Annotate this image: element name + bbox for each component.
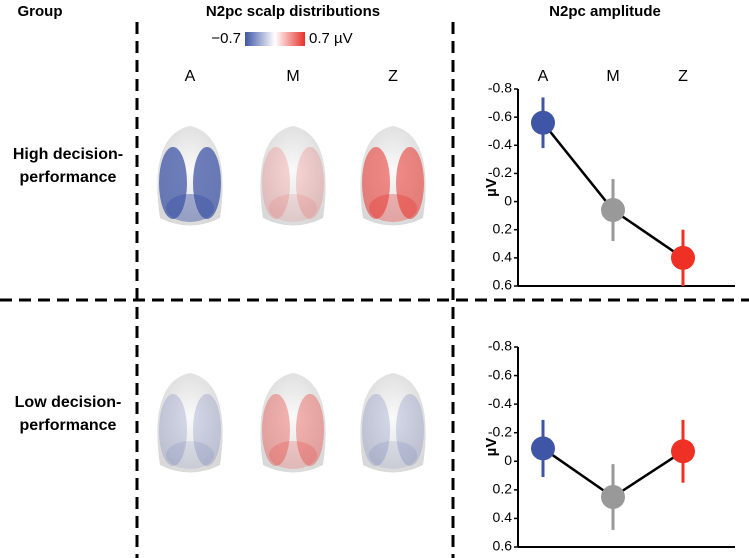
y-tick-label: -0.6 [488, 108, 512, 124]
y-tick-label: -0.8 [488, 338, 512, 354]
y-axis-label: µV [483, 178, 500, 197]
y-tick-label: -0.6 [488, 366, 512, 382]
scalp-tint [262, 394, 290, 466]
data-point [601, 485, 625, 509]
group-label: Low decision- [15, 394, 122, 411]
scalp-tint [362, 394, 390, 466]
y-tick-label: -0.2 [488, 164, 512, 180]
scalp-tint [193, 394, 221, 466]
scalp-tint [396, 394, 424, 466]
scalp-tint [166, 194, 214, 222]
scalp-tint [269, 194, 317, 222]
scalp-header: N2pc scalp distributions [206, 3, 380, 20]
scalp-tint [369, 194, 417, 222]
y-tick-label: 0.4 [493, 249, 513, 265]
scalp-label: A [185, 68, 196, 85]
y-tick-label: 0.6 [493, 538, 513, 554]
scalp-tint [362, 147, 390, 219]
group-header: Group [18, 3, 63, 20]
group-label: performance [20, 169, 117, 186]
y-tick-label: -0.8 [488, 80, 512, 96]
scalp-tint [193, 147, 221, 219]
scalp-tint [166, 441, 214, 469]
y-tick-label: 0.2 [493, 220, 513, 236]
data-point [671, 439, 695, 464]
x-tick-label: M [606, 68, 619, 85]
y-tick-label: 0 [504, 192, 512, 208]
colorbar-label: 0.7 µV [309, 30, 353, 47]
x-tick-label: Z [678, 68, 688, 85]
scalp-tint [296, 394, 324, 466]
data-point [531, 436, 555, 461]
scalp-head [360, 373, 426, 473]
group-label: performance [20, 417, 117, 434]
y-tick-label: 0.6 [493, 277, 513, 293]
scalp-head [260, 126, 326, 226]
x-tick-label: A [538, 68, 549, 85]
y-tick-label: -0.2 [488, 423, 512, 439]
scalp-head [157, 373, 223, 473]
scalp-label: M [286, 68, 299, 85]
scalp-tint [159, 394, 187, 466]
y-tick-label: -0.4 [488, 395, 512, 411]
scalp-tint [369, 441, 417, 469]
group-label: High decision- [13, 146, 123, 163]
y-tick-label: 0.4 [493, 509, 513, 525]
scalp-tint [296, 147, 324, 219]
scalp-maps [157, 126, 426, 473]
y-tick-label: -0.4 [488, 136, 512, 152]
data-point [531, 110, 555, 135]
scalp-label: Z [388, 68, 398, 85]
scalp-tint [159, 147, 187, 219]
scalp-tint [262, 147, 290, 219]
y-axis-label: µV [483, 438, 500, 457]
scalp-tint [269, 441, 317, 469]
amplitude-header: N2pc amplitude [549, 3, 661, 20]
scalp-head [260, 373, 326, 473]
y-tick-label: 0.2 [493, 481, 513, 497]
scalp-tint [396, 147, 424, 219]
data-point [671, 245, 695, 270]
data-point [601, 198, 625, 223]
y-tick-label: 0 [504, 452, 512, 468]
colorbar-label: −0.7 [211, 30, 241, 47]
colorbar [245, 32, 305, 46]
